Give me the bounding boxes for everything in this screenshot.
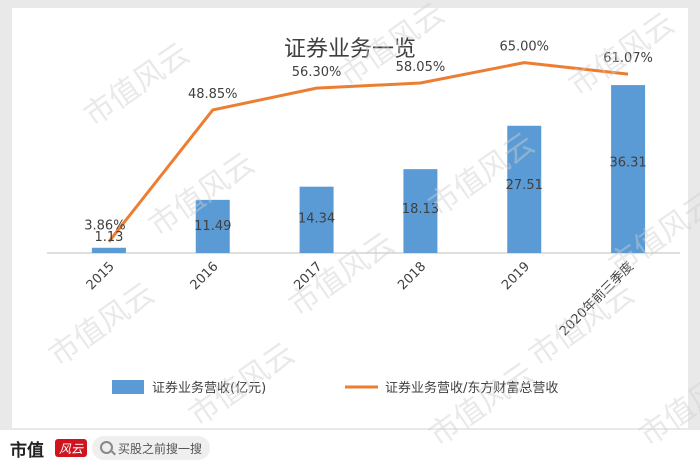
line-value-label: 56.30% <box>292 65 342 80</box>
line-value-label: 61.07% <box>603 51 653 66</box>
bar <box>91 247 126 253</box>
bar-value-label: 1.13 <box>94 230 123 245</box>
line-value-label: 3.86% <box>84 219 125 234</box>
category-tick-label: 2017 <box>291 259 325 293</box>
category-tick-label: 2020年前三季度 <box>556 259 637 340</box>
line-value-label: 58.05% <box>396 60 446 75</box>
bar-value-label: 27.51 <box>506 178 543 193</box>
category-tick-label: 2018 <box>395 259 429 293</box>
legend-label-bars: 证券业务营收(亿元) <box>152 380 266 396</box>
chart-card: 证券业务一览 1.13 11.49 14.34 18.13 27.51 36.31 3.86… <box>12 8 688 428</box>
chart-title: 证券业务一览 <box>284 37 416 62</box>
bar-value-label: 11.49 <box>194 219 231 234</box>
bar <box>611 85 646 253</box>
brand-logo-icon: 风云 <box>55 439 87 457</box>
line-value-label: 48.85% <box>188 87 238 102</box>
bar <box>507 125 542 253</box>
category-tick-label: 2015 <box>84 259 118 293</box>
chart: 证券业务一览 1.13 11.49 14.34 18.13 27.51 36.31 3.86… <box>47 37 680 396</box>
search-icon <box>100 441 113 454</box>
bar <box>403 169 438 253</box>
search-box[interactable]: 买股之前搜一搜 <box>92 436 210 460</box>
bar-value-label: 14.34 <box>298 212 335 227</box>
bar-value-label: 36.31 <box>609 156 646 171</box>
bar <box>195 199 230 253</box>
brand-logo-text: 风云 <box>59 442 84 456</box>
bar <box>299 186 334 253</box>
legend-swatch-bars <box>112 380 144 394</box>
category-tick-label: 2016 <box>188 259 222 293</box>
line-value-label: 65.00% <box>499 40 549 55</box>
line-series <box>107 61 629 243</box>
footer-bar: 市值 风云 买股之前搜一搜 <box>0 430 700 467</box>
legend-label-line: 证券业务营收/东方财富总营收 <box>385 380 558 396</box>
category-tick-label: 2019 <box>499 259 533 293</box>
brand-name: 市值 <box>10 441 44 461</box>
search-placeholder: 买股之前搜一搜 <box>118 442 203 456</box>
bar-value-label: 18.13 <box>402 202 439 217</box>
